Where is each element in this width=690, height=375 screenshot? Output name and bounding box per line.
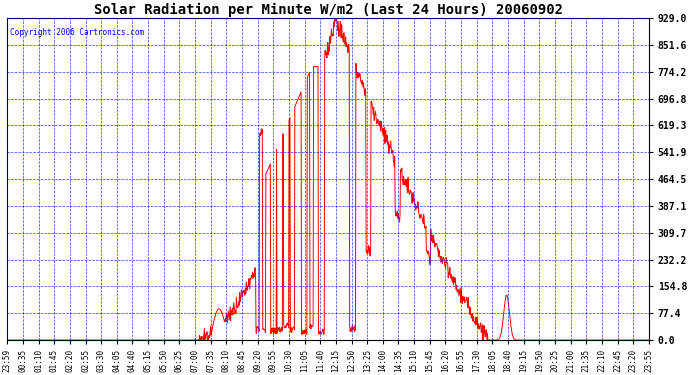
Text: Copyright 2006 Cartronics.com: Copyright 2006 Cartronics.com	[10, 28, 145, 37]
Title: Solar Radiation per Minute W/m2 (Last 24 Hours) 20060902: Solar Radiation per Minute W/m2 (Last 24…	[94, 3, 562, 17]
